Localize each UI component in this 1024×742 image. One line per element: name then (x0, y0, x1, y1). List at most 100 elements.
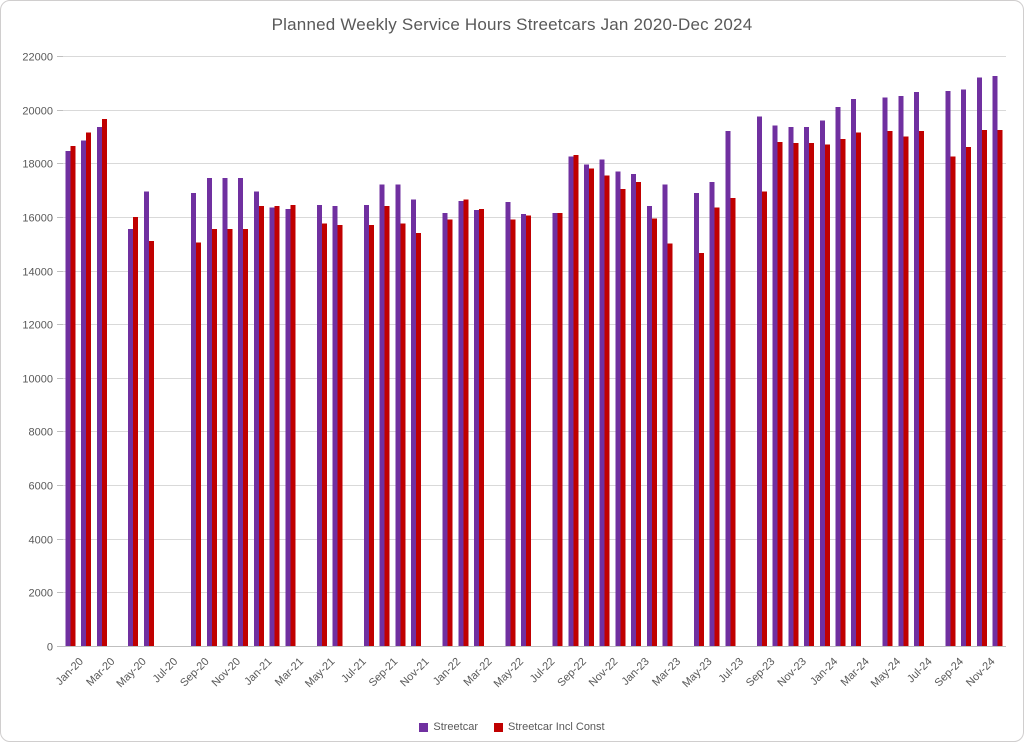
x-axis-label: Sep-22 (555, 656, 589, 690)
x-axis-label: Jul-22 (528, 656, 558, 686)
bar-streetcar (552, 212, 558, 646)
x-axis-label: Jan-21 (242, 656, 274, 688)
y-axis-label: 20000 (22, 106, 53, 118)
bar-streetcar-incl-const (133, 216, 139, 646)
bar-streetcar-incl-const (290, 204, 296, 647)
bar-streetcar-incl-const (479, 208, 484, 646)
bar-streetcar-incl-const (730, 198, 736, 646)
chart-title: Planned Weekly Service Hours Streetcars … (271, 15, 753, 34)
legend-label: Streetcar (433, 721, 479, 733)
bar-streetcar-incl-const (777, 141, 783, 647)
y-axis-label: 18000 (22, 159, 53, 171)
bar-streetcar-incl-const (447, 219, 453, 646)
bar-streetcar-incl-const (101, 119, 107, 646)
x-axis-label: Mar-22 (461, 656, 494, 689)
chart-legend: Streetcar Streetcar Incl Const (1, 721, 1023, 733)
bar-streetcar (662, 184, 668, 646)
bar-streetcar-incl-const (919, 131, 925, 647)
y-axis-label: 6000 (29, 481, 53, 493)
x-axis-label: Nov-23 (775, 656, 809, 690)
bar-streetcar-incl-const (824, 144, 830, 646)
bar-streetcar (882, 97, 888, 647)
bar-streetcar (411, 199, 417, 646)
bar-streetcar-incl-const (667, 243, 673, 646)
bar-streetcar-incl-const (636, 182, 642, 646)
bar-streetcar-incl-const (651, 218, 657, 647)
x-axis-label: Mar-21 (273, 656, 306, 689)
bar-streetcar-incl-const (604, 175, 610, 647)
bar-streetcar (269, 207, 275, 646)
y-axis-label: 8000 (29, 427, 53, 439)
bar-streetcar-incl-const (86, 132, 92, 646)
bar-streetcar-incl-const (840, 139, 846, 646)
bar-streetcar-incl-const (148, 241, 154, 646)
bar-streetcar (379, 184, 385, 646)
bar-streetcar (128, 229, 134, 646)
bar-streetcar (238, 178, 244, 646)
bar-streetcar-incl-const (903, 136, 909, 646)
bar-streetcar (254, 191, 259, 646)
chart-canvas: 0 2000 4000 6000 8000 10000 12000 14000 16000 180… (22, 52, 1006, 690)
bar-streetcar (631, 174, 637, 646)
bar-streetcar-incl-const (809, 143, 814, 646)
bar-streetcar (285, 208, 291, 646)
legend-item-streetcar-incl-const: Streetcar Incl Const (494, 721, 605, 733)
bar-streetcar-incl-const (997, 129, 1003, 647)
bar-streetcar-incl-const (227, 229, 233, 646)
legend-item-streetcar: Streetcar (419, 721, 478, 733)
bar-streetcar (615, 171, 621, 647)
bar-streetcar-incl-const (887, 131, 893, 647)
x-axis-label: Mar-23 (650, 656, 683, 689)
bar-streetcar (992, 76, 998, 647)
x-axis-label: Jan-23 (620, 656, 652, 688)
bar-streetcar (332, 206, 338, 646)
x-axis-label: Jul-21 (339, 656, 369, 686)
bar-streetcar-incl-const (620, 188, 626, 647)
bar-streetcar (694, 192, 699, 647)
bar-streetcar (898, 96, 904, 646)
streetcar-series-swatch (419, 722, 429, 732)
x-axis-label: May-24 (869, 656, 903, 690)
bar-streetcar (191, 192, 197, 647)
bar-streetcar (505, 202, 511, 646)
x-axis-label: Mar-20 (84, 656, 117, 689)
bar-streetcar-incl-const (761, 191, 767, 646)
x-axis-label: May-21 (303, 656, 337, 690)
bar-streetcar (804, 127, 809, 647)
bar-streetcar-incl-const (274, 206, 280, 646)
bar-streetcar (914, 92, 920, 646)
x-axis-label: Nov-22 (587, 656, 621, 690)
x-axis-label: Jan-22 (431, 656, 463, 688)
legend-label: Streetcar Incl Const (508, 721, 605, 733)
bar-streetcar-incl-const (384, 206, 390, 646)
y-axis-label: 10000 (22, 374, 53, 386)
x-axis-label: Sep-20 (178, 656, 212, 690)
bar-streetcar (96, 127, 102, 647)
x-axis-label: May-22 (492, 656, 526, 690)
x-axis-label: May-20 (114, 656, 148, 690)
x-axis-label: Sep-24 (933, 656, 967, 690)
x-axis-label: Jul-24 (905, 656, 935, 686)
bar-streetcar-incl-const (714, 207, 720, 646)
x-axis-label: Nov-21 (398, 656, 432, 690)
bar-streetcar (961, 89, 967, 646)
bar-streetcar-incl-const (950, 156, 956, 646)
bar-streetcar (788, 127, 794, 647)
bar-streetcar-incl-const (259, 206, 264, 646)
bar-streetcar (646, 206, 652, 646)
bar-streetcar-incl-const (416, 233, 422, 646)
bar-streetcar (474, 210, 479, 646)
bar-streetcar-incl-const (573, 155, 579, 646)
y-axis-label: 22000 (22, 52, 53, 64)
x-axis-label: Sep-23 (744, 656, 778, 690)
bar-streetcar-incl-const (966, 147, 972, 646)
x-axis-label: Nov-20 (210, 656, 244, 690)
bar-streetcar (835, 107, 841, 646)
bar-streetcar-incl-const (510, 219, 516, 646)
bar-streetcar-incl-const (369, 225, 374, 646)
bar-streetcar-incl-const (589, 168, 594, 646)
bar-streetcar (819, 120, 825, 646)
bar-streetcar-incl-const (196, 242, 202, 646)
y-axis-label: 14000 (22, 267, 53, 279)
